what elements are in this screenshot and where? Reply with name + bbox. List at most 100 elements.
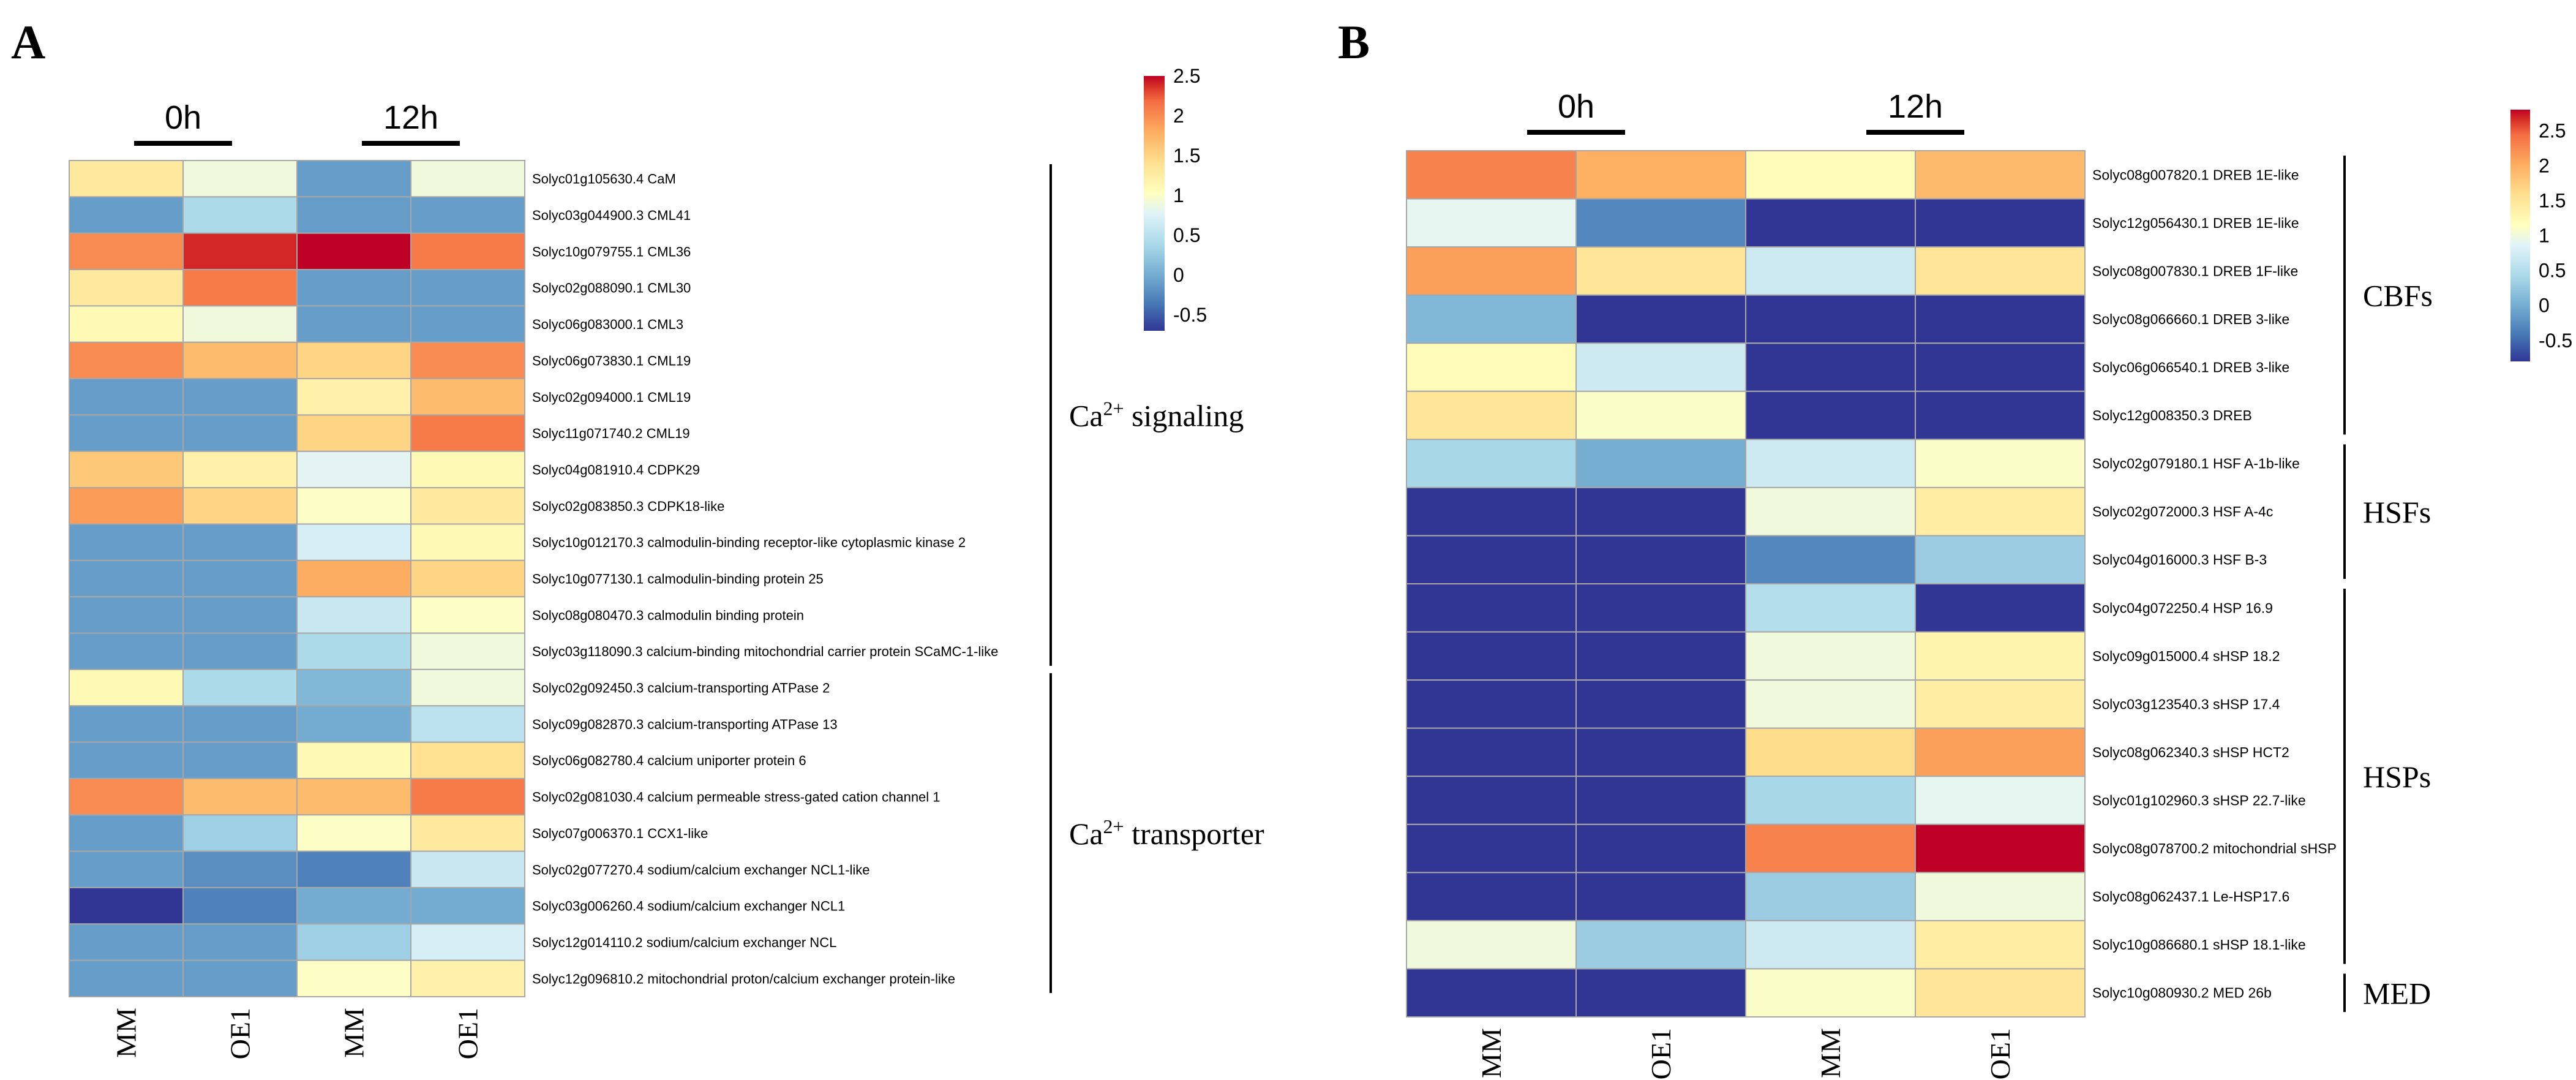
heatmap-cell bbox=[1915, 246, 2086, 296]
heatmap-cell bbox=[410, 850, 525, 888]
heatmap-cell bbox=[1406, 968, 1577, 1018]
heatmap-cell bbox=[1745, 872, 1916, 921]
heatmap-cell bbox=[182, 487, 298, 525]
heatmap-cell bbox=[182, 450, 298, 489]
heatmap-cell bbox=[69, 741, 184, 779]
column-group-label: 0h bbox=[1558, 88, 1594, 125]
heatmap-cell bbox=[182, 886, 298, 925]
heatmap-cell bbox=[182, 414, 298, 452]
heatmap-cell bbox=[69, 196, 184, 234]
heatmap-cell bbox=[410, 341, 525, 380]
color-bar-tick-label: 1 bbox=[2539, 225, 2550, 247]
row-label: Solyc01g105630.4 CaM bbox=[532, 172, 676, 187]
row-label: Solyc10g012170.3 calmodulin-binding rece… bbox=[532, 535, 966, 550]
row-label: Solyc10g086680.1 sHSP 18.1-like bbox=[2092, 937, 2306, 953]
row-label: Solyc11g071740.2 CML19 bbox=[532, 426, 690, 441]
heatmap-cell bbox=[182, 923, 298, 961]
heatmap-cell bbox=[1745, 583, 1916, 633]
heatmap-cell bbox=[1575, 150, 1746, 200]
heatmap-cell bbox=[410, 923, 525, 961]
heatmap-cell bbox=[1745, 535, 1916, 585]
heatmap-cell bbox=[1915, 679, 2086, 729]
heatmap-cell bbox=[1915, 342, 2086, 392]
row-label: Solyc12g014110.2 sodium/calcium exchange… bbox=[532, 935, 836, 950]
heatmap-cell bbox=[1915, 150, 2086, 200]
panel-label: A bbox=[11, 15, 45, 69]
column-label: OE1 bbox=[1645, 1028, 1677, 1079]
heatmap-cell bbox=[69, 596, 184, 634]
row-label: Solyc12g096810.2 mitochondrial proton/ca… bbox=[532, 971, 955, 986]
heatmap-cell bbox=[1915, 631, 2086, 681]
heatmap-cell bbox=[1575, 872, 1746, 921]
heatmap-cell bbox=[410, 160, 525, 198]
heatmap-cell bbox=[296, 414, 411, 452]
row-label: Solyc02g072000.3 HSF A-4c bbox=[2092, 504, 2273, 519]
heatmap-cell bbox=[182, 777, 298, 816]
heatmap-cell bbox=[1745, 727, 1916, 777]
heatmap-cell bbox=[410, 668, 525, 707]
heatmap-panel-a: A Solyc01g105630.4 CaM Solyc03g044900.3 CM… bbox=[11, 15, 1264, 1059]
heatmap-cell bbox=[1406, 294, 1577, 344]
heatmap-cell bbox=[410, 814, 525, 852]
row-group-label: Ca2+ signaling bbox=[1069, 397, 1244, 432]
heatmap-cell bbox=[1745, 390, 1916, 440]
heatmap-cell bbox=[1406, 872, 1577, 921]
heatmap-cell bbox=[296, 232, 411, 271]
heatmap-cell bbox=[1406, 823, 1577, 874]
heatmap-cell bbox=[410, 487, 525, 525]
heatmap-cell bbox=[1575, 439, 1746, 488]
heatmap-cell bbox=[1406, 198, 1577, 248]
column-label: MM bbox=[339, 1008, 370, 1058]
heatmap-cell bbox=[1406, 583, 1577, 633]
heatmap-cell bbox=[410, 232, 525, 271]
heatmap-cell bbox=[182, 632, 298, 670]
heatmap-cell bbox=[1745, 679, 1916, 729]
heatmap-cell bbox=[1406, 439, 1577, 488]
color-bar-tick-label: 2.5 bbox=[2539, 119, 2566, 142]
heatmap-cell bbox=[69, 378, 184, 416]
heatmap-cell bbox=[1745, 439, 1916, 488]
heatmap-cell bbox=[410, 269, 525, 307]
heatmap-cell bbox=[1406, 776, 1577, 825]
row-label: Solyc10g077130.1 calmodulin-binding prot… bbox=[532, 572, 824, 587]
column-label: OE1 bbox=[452, 1008, 484, 1059]
heatmap-cell bbox=[1575, 920, 1746, 970]
heatmap-cell bbox=[296, 378, 411, 416]
heatmap-cell bbox=[69, 160, 184, 198]
heatmap-cell bbox=[1745, 776, 1916, 825]
heatmap-cell bbox=[1915, 920, 2086, 970]
heatmap-cell bbox=[296, 777, 411, 816]
row-label: Solyc12g056430.1 DREB 1E-like bbox=[2092, 215, 2299, 231]
heatmap-cell bbox=[182, 378, 298, 416]
row-label: Solyc01g102960.3 sHSP 22.7-like bbox=[2092, 793, 2306, 809]
heatmap-cell bbox=[410, 632, 525, 670]
row-label: Solyc04g072250.4 HSP 16.9 bbox=[2092, 600, 2273, 616]
row-label: Solyc04g081910.4 CDPK29 bbox=[532, 462, 700, 477]
heatmap-cell bbox=[182, 850, 298, 888]
heatmap-cell bbox=[410, 777, 525, 816]
heatmap-cell bbox=[1575, 486, 1746, 537]
row-label: Solyc08g062437.1 Le-HSP17.6 bbox=[2092, 889, 2289, 905]
heatmap-cell bbox=[296, 886, 411, 925]
row-group-label: HSFs bbox=[2363, 495, 2431, 529]
column-group-label: 12h bbox=[383, 99, 438, 136]
column-label: MM bbox=[1815, 1028, 1846, 1078]
heatmap-cell bbox=[1745, 486, 1916, 537]
heatmap-cell bbox=[1575, 246, 1746, 296]
heatmap-cell bbox=[69, 632, 184, 670]
heatmap-cell bbox=[69, 269, 184, 307]
heatmap-cell bbox=[296, 923, 411, 961]
heatmap-cell bbox=[1915, 439, 2086, 488]
heatmap-cell bbox=[182, 705, 298, 743]
heatmap-cell bbox=[182, 160, 298, 198]
row-label: Solyc02g088090.1 CML30 bbox=[532, 281, 691, 296]
heatmap-cell bbox=[410, 959, 525, 998]
heatmap-cell bbox=[1915, 727, 2086, 777]
heatmap-cell bbox=[410, 741, 525, 779]
heatmap-cell bbox=[182, 232, 298, 271]
heatmap-cell bbox=[69, 450, 184, 489]
row-label: Solyc03g118090.3 calcium-binding mitocho… bbox=[532, 644, 998, 659]
heatmap-cell bbox=[1915, 390, 2086, 440]
heatmap-cell bbox=[182, 741, 298, 779]
